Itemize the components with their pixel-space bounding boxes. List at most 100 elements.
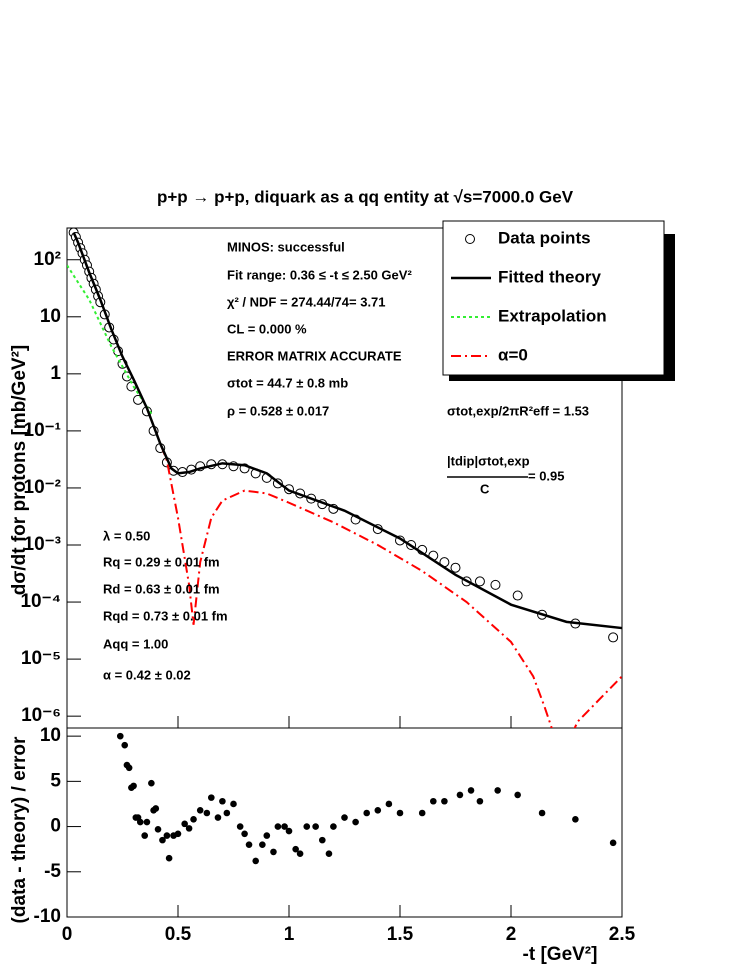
chart-title: p+p → p+p, diquark as a qq entity at √s=… <box>157 187 574 206</box>
legend-label: Extrapolation <box>498 306 607 325</box>
legend: Data points Fitted theory Extrapolation α=0 <box>442 220 675 381</box>
y-tick-label: 10⁻¹ <box>24 420 62 441</box>
annotation: |tdip|σtot,exp <box>447 453 530 468</box>
residual-point <box>514 791 521 799</box>
y-axis-label: (data - theory) / error <box>9 736 30 923</box>
x-tick-label: 0 <box>62 924 73 945</box>
annotation: χ² / NDF = 274.44/74= 3.71 <box>227 294 386 309</box>
residual-point <box>259 841 266 848</box>
residual-point <box>154 825 162 833</box>
data-point <box>474 576 485 587</box>
data-point <box>490 579 501 590</box>
legend-symbol <box>465 234 475 244</box>
residual-point <box>538 809 546 817</box>
series-line <box>72 232 623 630</box>
residual-point <box>214 814 222 821</box>
annotation: α = 0.42 ± 0.02 <box>103 667 191 682</box>
residual-point <box>303 823 311 830</box>
annotation: λ = 0.50 <box>103 528 150 543</box>
residual-point <box>296 850 304 857</box>
residual-point <box>159 836 166 844</box>
series-line <box>67 264 153 415</box>
annotation: = 0.95 <box>528 468 565 483</box>
annotation: ERROR MATRIX ACCURATE <box>227 348 402 363</box>
residual-point <box>190 816 197 823</box>
annotation: C <box>480 481 490 496</box>
residual-point <box>363 809 371 817</box>
residual-point <box>341 814 348 821</box>
residual-point <box>263 832 271 839</box>
residual-point <box>121 741 129 749</box>
residual-point <box>330 823 337 830</box>
y-tick-label: 5 <box>50 770 61 791</box>
residual-point <box>223 809 231 817</box>
data-point <box>450 562 461 573</box>
annotation: σtot,exp/2πR²eff = 1.53 <box>447 403 589 418</box>
residual-point <box>430 797 437 805</box>
legend-label: Data points <box>498 228 591 247</box>
annotation: Rqd = 0.73 ± 0.01 fm <box>103 608 228 623</box>
y-tick-label: 10⁻³ <box>24 534 62 555</box>
annotation: σtot = 44.7 ± 0.8 mb <box>227 375 348 390</box>
x-tick-label: 1 <box>284 924 295 945</box>
x-tick-label: 1.5 <box>387 924 414 945</box>
annotation: Rd = 0.63 ± 0.01 fm <box>103 581 220 596</box>
x-axis-label: -t [GeV²] <box>523 944 598 965</box>
residual-point <box>312 823 319 830</box>
residual-point <box>165 854 173 862</box>
y-tick-label: 10⁻⁴ <box>20 591 61 612</box>
x-tick-label: 2 <box>506 924 517 945</box>
residual-point <box>130 782 137 790</box>
residual-point <box>467 787 475 794</box>
residual-point <box>281 823 288 830</box>
residual-point <box>385 800 393 808</box>
residual-point <box>572 816 579 823</box>
residual-point <box>163 832 171 839</box>
legend-box <box>442 220 665 376</box>
residual-point <box>252 857 259 865</box>
y-tick-label: -10 <box>34 906 61 927</box>
residual-point <box>196 806 204 814</box>
residual-point <box>396 809 404 817</box>
y-tick-label: 0 <box>50 816 61 837</box>
data-point <box>608 632 619 643</box>
residual-point <box>125 764 133 772</box>
lower-frame <box>66 727 623 918</box>
residual-point <box>609 839 617 847</box>
annotation: CL = 0.000 % <box>227 321 307 336</box>
residual-point <box>241 830 248 838</box>
annotation: ρ = 0.528 ± 0.017 <box>227 403 329 418</box>
residual-point <box>325 850 333 857</box>
annotation: Aqq = 1.00 <box>103 636 168 651</box>
residual-point <box>494 787 501 794</box>
residual-point <box>152 805 160 812</box>
annotation: Fit range: 0.36 ≤ -t ≤ 2.50 GeV² <box>227 267 412 282</box>
annotation: MINOS: successful <box>227 239 345 254</box>
residual-point <box>185 825 193 832</box>
residual-point <box>181 820 188 828</box>
x-tick-label: 0.5 <box>165 924 192 945</box>
residual-point <box>245 841 253 848</box>
y-tick-label: 10⁻⁶ <box>21 705 61 726</box>
series-line <box>145 407 622 728</box>
y-tick-label: 10 <box>40 725 61 746</box>
x-tick-label: 2.5 <box>609 924 636 945</box>
residual-point <box>203 809 211 817</box>
legend-label: Fitted theory <box>498 267 601 286</box>
residual-point <box>274 823 282 830</box>
residual-point <box>208 794 215 801</box>
residual-point <box>456 791 464 799</box>
y-tick-label: -5 <box>44 861 61 882</box>
legend-label: α=0 <box>498 345 528 364</box>
residual-point <box>143 818 151 826</box>
residual-point <box>292 845 299 853</box>
residual-point <box>174 830 182 838</box>
y-axis-label: dσ/dt for protons [mb/GeV²] <box>9 345 30 595</box>
annotation: Rq = 0.29 ± 0.01 fm <box>103 554 220 569</box>
y-tick-label: 10² <box>34 249 61 270</box>
y-tick-label: 1 <box>50 363 61 384</box>
residual-point <box>285 827 293 835</box>
residual-point <box>141 832 148 839</box>
residual-point <box>148 779 155 787</box>
